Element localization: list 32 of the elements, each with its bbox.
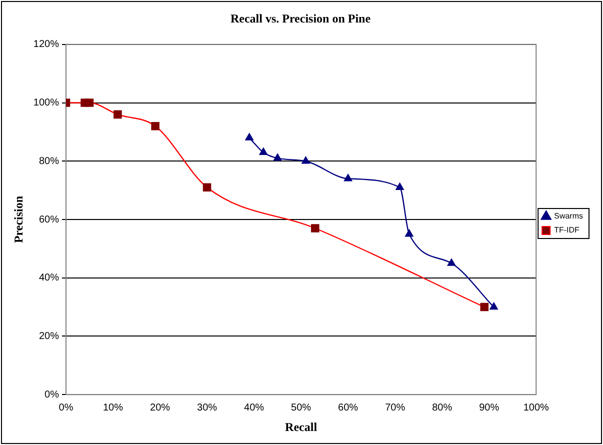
point — [447, 258, 456, 266]
x-tick-label: 0% — [58, 402, 74, 414]
y-tick-label: 60% — [38, 214, 60, 226]
point — [273, 154, 282, 161]
point — [344, 174, 352, 182]
y-tick-label: 0% — [44, 389, 60, 400]
point — [302, 156, 310, 164]
x-tick-label: 100% — [523, 402, 550, 414]
chart-title: Recall vs. Precision on Pine — [230, 11, 372, 26]
x-tick-label: 20% — [150, 402, 170, 414]
x-tick-label: 60% — [338, 402, 358, 414]
x-tick-label: 30% — [197, 402, 218, 414]
x-tick-label: 90% — [479, 402, 500, 414]
x-tick-label: 10% — [102, 402, 124, 414]
point — [490, 302, 498, 310]
y-tick-label: 40% — [38, 272, 60, 284]
point — [259, 148, 268, 155]
point — [396, 182, 404, 190]
y-tick-label: 20% — [38, 330, 60, 342]
point — [405, 229, 414, 237]
x-tick-label: 40% — [244, 402, 264, 414]
x-tick-label: 80% — [432, 402, 452, 414]
y-tick-label: 120% — [33, 39, 60, 50]
x-axis-title: Recall — [285, 420, 318, 434]
legend-label: Swarms — [554, 212, 583, 221]
x-tick-label: 50% — [291, 402, 312, 414]
x-tick-label: 70% — [385, 402, 406, 414]
y-axis-title: Precision — [11, 196, 26, 244]
legend-label: TF-IDF — [554, 226, 580, 235]
y-tick-label: 100% — [33, 98, 60, 109]
point — [245, 133, 254, 140]
y-tick-label: 80% — [38, 156, 60, 167]
